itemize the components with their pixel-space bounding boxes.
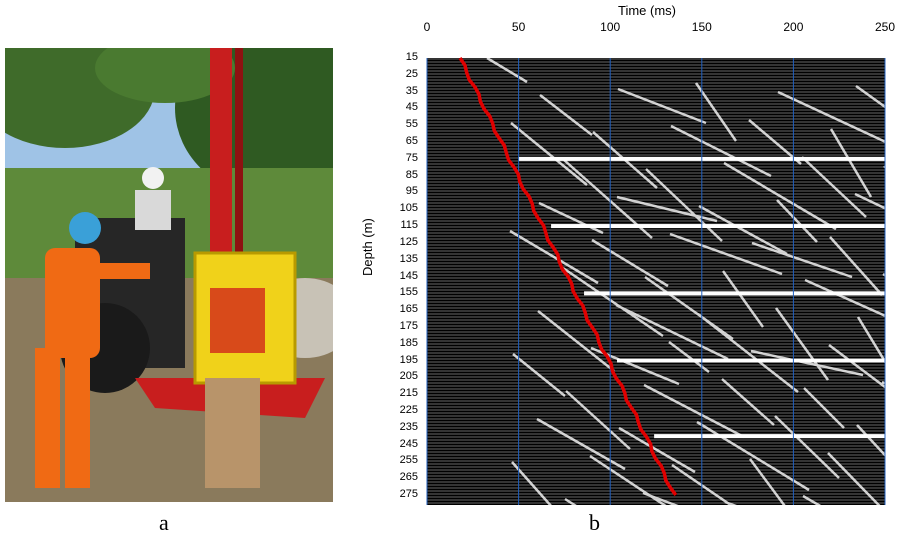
y-tick-label: 65 (405, 135, 418, 148)
caption-b: b (589, 510, 600, 535)
y-tick-label: 235 (399, 420, 418, 433)
y-tick-label: 265 (399, 471, 418, 484)
field-photo-drawing (5, 48, 333, 502)
x-tick-label: 50 (511, 20, 526, 34)
y-tick-label: 195 (399, 353, 418, 366)
y-tick-label: 215 (399, 387, 418, 400)
y-tick-label: 255 (399, 454, 418, 467)
y-tick-label: 35 (405, 84, 418, 97)
x-tick-label: 250 (874, 20, 896, 34)
y-axis-title: Depth (m) (360, 218, 375, 276)
y-tick-label: 25 (405, 67, 418, 80)
y-tick-label: 15 (405, 51, 418, 63)
x-tick-label: 200 (783, 20, 804, 34)
y-tick-label: 85 (405, 168, 418, 181)
y-tick-label: 225 (399, 403, 418, 416)
seismic-record (425, 38, 903, 536)
y-tick-label: 55 (405, 118, 418, 131)
white-band-4 (654, 434, 885, 439)
white-band-1 (551, 224, 885, 229)
white-band-2 (584, 291, 885, 296)
y-tick-label: 175 (399, 319, 418, 332)
x-axis-title: Time (ms) (618, 3, 677, 18)
y-tick-label: 95 (405, 185, 418, 198)
y-tick-label: 165 (399, 303, 418, 316)
x-tick-label: 100 (600, 20, 621, 34)
x-tick-label: 0 (423, 20, 431, 34)
y-tick-label: 105 (399, 202, 418, 215)
y-tick-label: 145 (399, 269, 418, 282)
seismic-svg (426, 56, 903, 536)
white-band-3 (617, 358, 885, 363)
y-tick-label: 125 (399, 235, 418, 248)
event-texture (486, 56, 903, 536)
y-tick-label: 115 (400, 219, 418, 232)
y-tick-label: 185 (399, 336, 418, 349)
y-tick-label: 45 (405, 101, 418, 114)
caption-a: a (159, 510, 169, 535)
y-tick-label: 75 (405, 151, 418, 164)
first-break-pick-line (458, 57, 678, 497)
y-tick-label: 275 (399, 488, 418, 500)
y-tick-label: 245 (399, 437, 418, 450)
y-tick-label: 135 (399, 252, 418, 265)
y-tick-label: 155 (399, 286, 418, 299)
x-tick-label: 150 (691, 20, 712, 34)
field-photo (5, 48, 333, 502)
y-tick-label: 205 (399, 370, 418, 383)
